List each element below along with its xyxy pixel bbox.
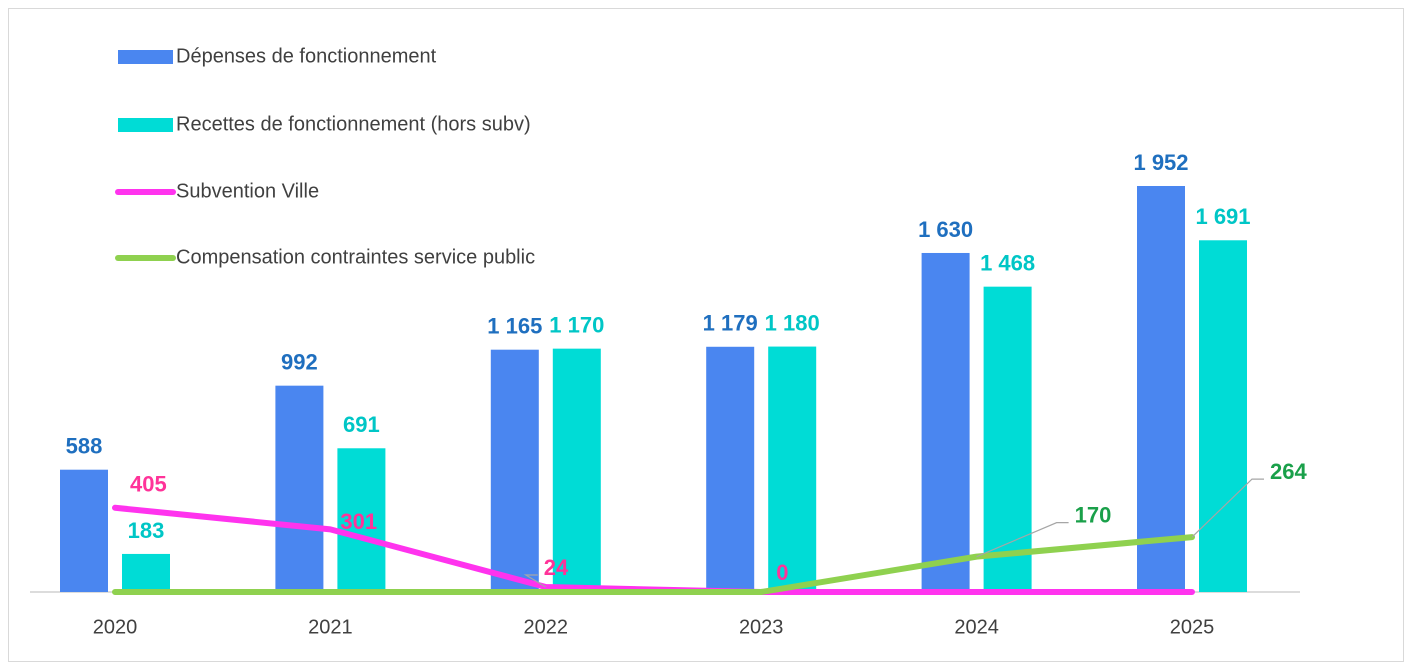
legend-label: Subvention Ville: [176, 180, 319, 202]
data-label: 1 165: [487, 314, 542, 339]
bar: [490, 349, 539, 592]
data-label: 0: [776, 560, 788, 585]
legend-swatch: [118, 50, 173, 64]
x-tick-label: 2022: [524, 616, 569, 638]
bar: [60, 469, 108, 592]
data-label: 405: [130, 472, 167, 497]
bar: [275, 385, 324, 592]
data-label: 1 691: [1195, 204, 1250, 229]
data-label: 1 468: [980, 250, 1035, 275]
bar: [122, 553, 170, 592]
leader-line: [1191, 478, 1264, 538]
data-label: 1 180: [765, 310, 820, 335]
leader-line: [523, 574, 547, 588]
bar: [552, 348, 601, 592]
data-label: 264: [1270, 459, 1307, 484]
data-label: 1 179: [703, 311, 758, 336]
bar: [983, 286, 1032, 592]
x-tick-label: 2025: [1170, 616, 1215, 638]
x-tick-label: 2020: [93, 616, 138, 638]
bar: [706, 346, 755, 592]
x-tick-label: 2024: [954, 616, 999, 638]
line: [112, 534, 1195, 595]
bar: [1199, 240, 1247, 592]
data-label: 992: [281, 349, 318, 374]
x-tick-label: 2021: [308, 616, 353, 638]
data-label: 24: [544, 555, 569, 580]
bar: [768, 346, 817, 592]
data-label: 691: [343, 412, 380, 437]
bar: [1137, 186, 1185, 592]
data-label: 301: [340, 509, 377, 534]
data-label: 1 170: [549, 312, 604, 337]
legend-label: Compensation contraintes service public: [176, 246, 535, 268]
leader-line: [976, 522, 1069, 558]
x-tick-label: 2023: [739, 616, 784, 638]
data-label: 1 630: [918, 217, 973, 242]
legend-label: Recettes de fonctionnement (hors subv): [176, 113, 531, 135]
data-label: 1 952: [1133, 150, 1188, 175]
bar: [337, 448, 386, 592]
legend-label: Dépenses de fonctionnement: [176, 45, 437, 67]
legend-swatch: [118, 118, 173, 132]
data-label: 588: [66, 434, 103, 459]
data-label: 170: [1075, 502, 1112, 527]
bar: [921, 252, 970, 592]
data-label: 183: [128, 518, 165, 543]
